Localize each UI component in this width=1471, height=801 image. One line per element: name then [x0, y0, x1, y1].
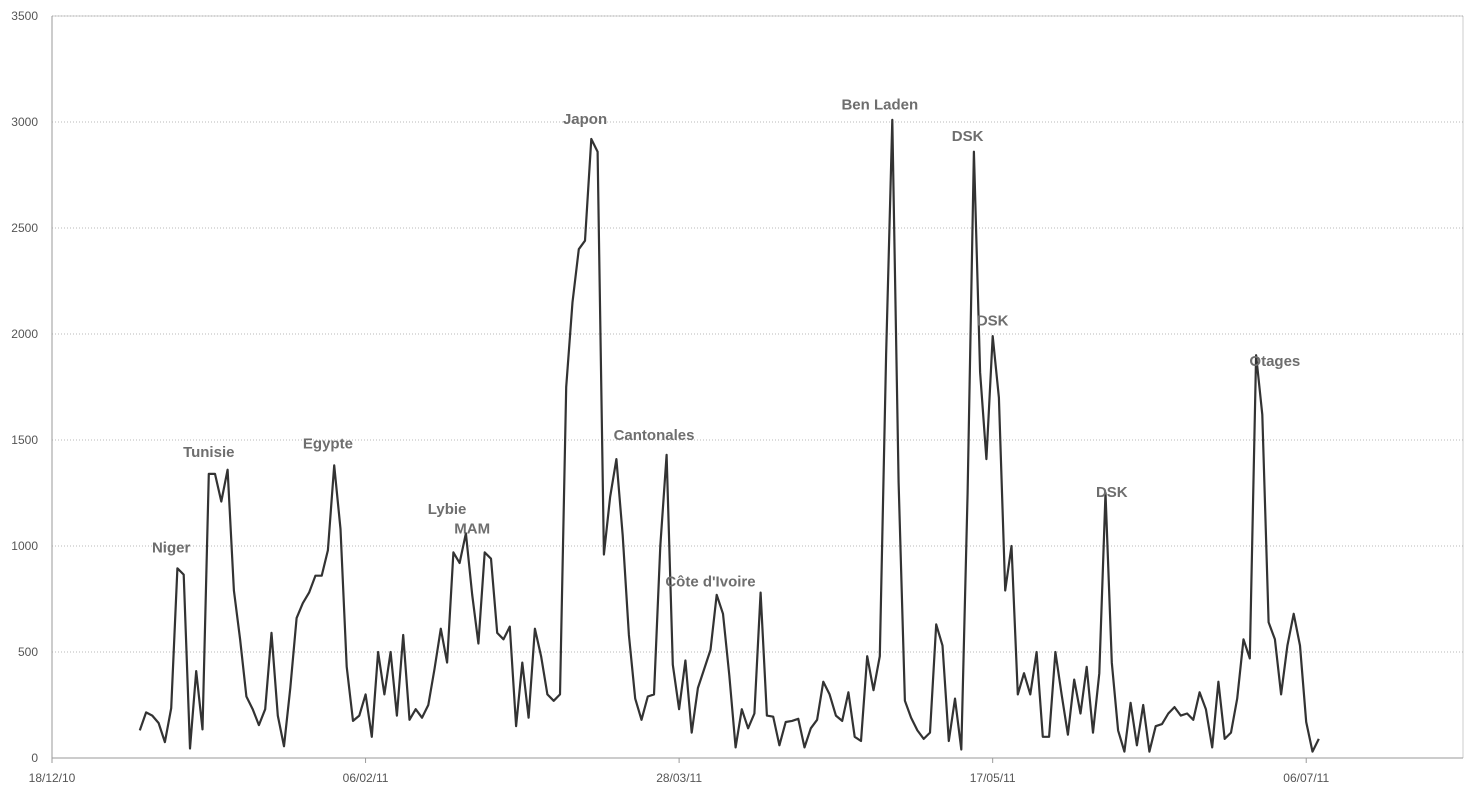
annotation-label: Côte d'Ivoire: [665, 573, 755, 590]
x-tick-label: 06/07/11: [1283, 771, 1329, 785]
annotation-label: DSK: [952, 128, 984, 145]
annotation-label: DSK: [1096, 484, 1128, 501]
x-tick-label: 06/02/11: [343, 771, 389, 785]
y-tick-label: 1000: [11, 539, 38, 553]
y-tick-label: 0: [31, 751, 38, 765]
y-tick-label: 2500: [11, 221, 38, 235]
annotation-label: MAM: [454, 520, 490, 537]
x-tick-label: 28/03/11: [656, 771, 702, 785]
x-tick-label: 17/05/11: [970, 771, 1016, 785]
annotation-label: Egypte: [303, 435, 353, 452]
y-tick-label: 500: [18, 645, 38, 659]
x-tick-label: 18/12/10: [29, 771, 76, 785]
annotation-label: Lybie: [428, 501, 467, 518]
y-tick-label: 2000: [11, 327, 38, 341]
x-axis-tick-labels: 18/12/10 06/02/11 28/03/11 17/05/11 06/07/11: [29, 758, 1329, 785]
annotation-label: Niger: [152, 539, 191, 556]
y-axis-tick-labels: 0 500 1000 1500 2000 2500 3000 3500: [11, 9, 38, 765]
annotation-label: Cantonales: [614, 427, 695, 444]
series-layer: [138, 118, 1320, 753]
y-tick-label: 1500: [11, 433, 38, 447]
annotation-label: DSK: [977, 313, 1009, 330]
annotation-label: Japon: [563, 111, 607, 128]
annotations: Niger Tunisie Egypte Lybie MAM Japon Cantonale…: [152, 96, 1300, 590]
annotation-label: Ben Laden: [841, 96, 918, 113]
y-tick-label: 3500: [11, 9, 38, 23]
annotation-label: Otages: [1249, 353, 1300, 370]
axes: [51, 15, 1464, 759]
y-tick-label: 3000: [11, 115, 38, 129]
annotation-label: Tunisie: [183, 444, 234, 461]
series-line: [138, 118, 1320, 753]
